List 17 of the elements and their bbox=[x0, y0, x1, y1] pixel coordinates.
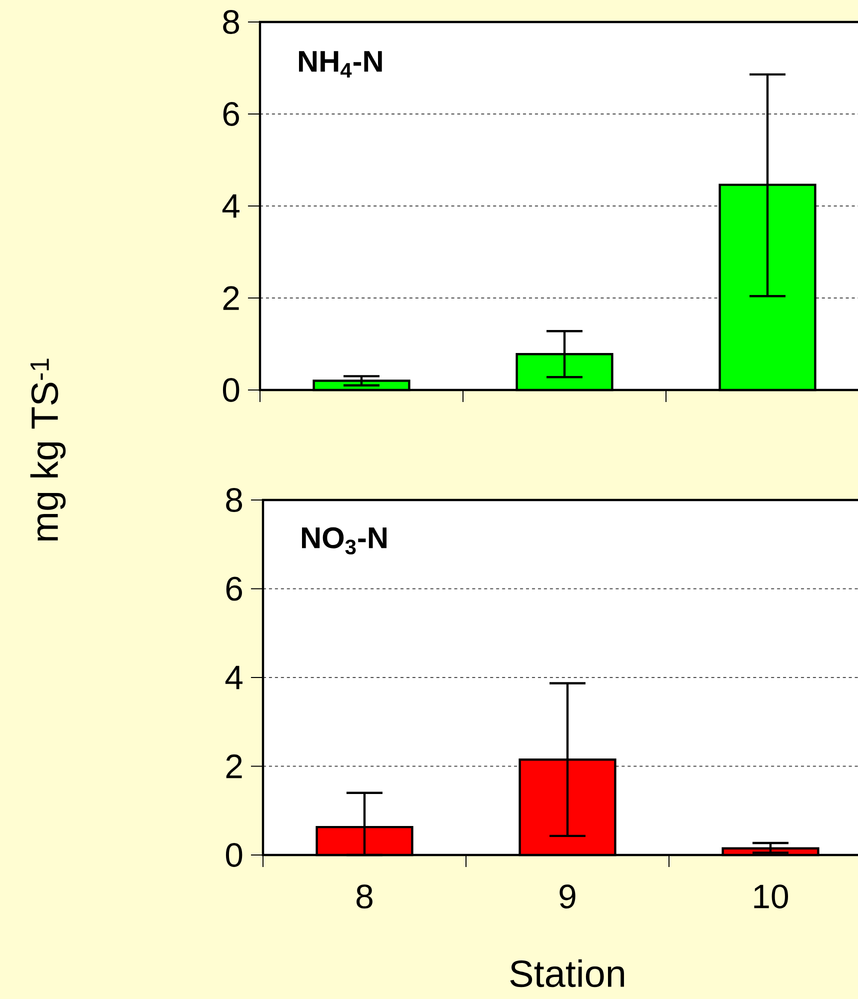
y-tick-label: 4 bbox=[225, 666, 242, 690]
y-tick-label: 8 bbox=[226, 488, 242, 512]
y-tick-label: 6 bbox=[226, 576, 242, 601]
y-tick-label: 8 bbox=[223, 10, 240, 34]
y-tick-label: 2 bbox=[226, 754, 242, 778]
x-tick-label: 8 bbox=[356, 884, 372, 908]
x-tick-label: 10 bbox=[754, 884, 788, 908]
y-tick-label: 2 bbox=[223, 286, 239, 310]
x-axis-title: Station bbox=[510, 959, 624, 988]
x-tick-label: 9 bbox=[560, 884, 576, 908]
text: NO$_{3}$-N bbox=[302, 527, 387, 554]
y-tick-label: 0 bbox=[226, 843, 242, 867]
text: NH$_{4}$-N bbox=[299, 51, 382, 78]
y-axis-title: mg kg TS$^{-1}$ bbox=[30, 358, 66, 541]
y-tick-label: 6 bbox=[223, 102, 239, 126]
y-tick-label: 0 bbox=[222, 378, 240, 402]
y-tick-label: 4 bbox=[222, 194, 240, 218]
